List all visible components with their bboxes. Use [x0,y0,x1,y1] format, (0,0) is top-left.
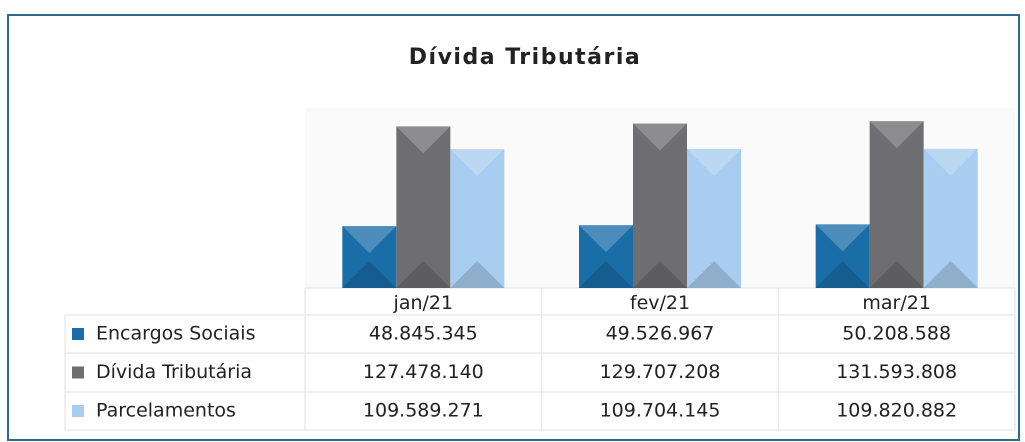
category-label: jan/21 [393,292,454,314]
legend-swatch [72,405,84,417]
bar-bevel [633,123,687,151]
bar-bevel [687,261,741,288]
bar [342,226,397,288]
bar [869,121,924,288]
bar-bevel [687,148,741,176]
bar [815,224,870,288]
value-label: 109.820.882 [836,400,957,422]
legend-label: Dívida Tributária [96,361,252,383]
value-label: 48.845.345 [369,323,478,345]
bar [633,123,687,288]
value-label: 109.704.145 [600,400,721,422]
bar-bevel [450,149,505,177]
bar-bevel [815,261,870,288]
category-label: mar/21 [862,292,931,314]
bar-bevel [923,261,978,288]
value-label: 49.526.967 [606,323,715,345]
bar-bevel [342,261,397,288]
value-label: 50.208.588 [842,323,951,345]
bar-bevel [869,121,924,149]
category-label: fev/21 [630,292,690,314]
legend-label: Parcelamentos [96,400,236,422]
value-label: 131.593.808 [836,361,957,383]
legend-swatch [72,328,84,340]
value-label: 129.707.208 [600,361,721,383]
bar-bevel [342,226,397,254]
bar-bevel [579,261,633,288]
bar [687,148,741,288]
bar-bevel [633,261,687,288]
bar-bevel [869,261,924,288]
value-label: 109.589.271 [363,400,484,422]
bar-bevel [579,225,633,253]
chart-title: Dívida Tributária [409,45,641,70]
bar-bevel [396,261,451,288]
bar [923,148,978,288]
bar-bevel [396,126,451,154]
bar [396,126,451,288]
bar [450,149,505,288]
bar-bevel [923,148,978,176]
bar-bevel [815,224,870,252]
legend-label: Encargos Sociais [96,323,255,345]
value-label: 127.478.140 [363,361,484,383]
bar-bevel [450,261,505,288]
bar [579,225,633,288]
legend-swatch [72,366,84,379]
